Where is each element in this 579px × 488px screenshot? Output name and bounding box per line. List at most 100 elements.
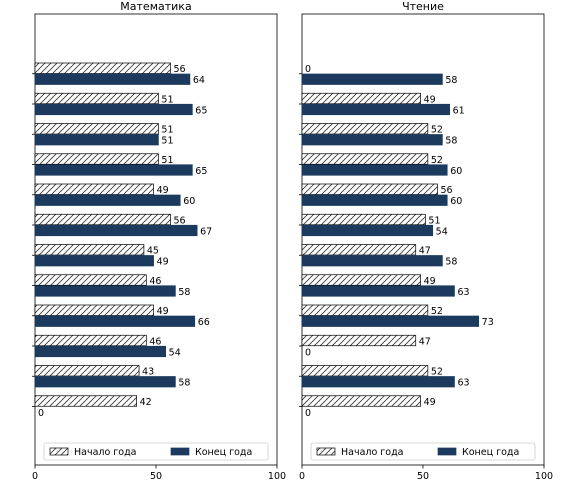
bar-end-of-year [301, 376, 455, 388]
bar-end-of-year [34, 255, 154, 267]
bar-value-label: 51 [161, 125, 173, 136]
bar-value-label: 73 [482, 317, 494, 328]
bar-start-of-year [301, 274, 421, 286]
bar-value-label: 0 [305, 408, 311, 419]
bar-value-label: 58 [445, 75, 457, 86]
bar-value-label: 0 [305, 347, 311, 358]
bar-value-label: 49 [424, 276, 436, 287]
bar-value-label: 51 [428, 215, 440, 226]
bar-value-label: 56 [174, 215, 186, 226]
bar-value-label: 42 [140, 397, 152, 408]
chart-panel-0: Математика565151514956454649464342646551… [32, 0, 286, 482]
bar-value-label: 61 [453, 105, 465, 116]
bar-value-label: 67 [200, 226, 212, 237]
bar-start-of-year [301, 153, 429, 165]
bar-value-label: 52 [431, 125, 443, 136]
bar-end-of-year [301, 73, 443, 85]
bar-end-of-year [301, 164, 448, 176]
bar-value-label: 60 [450, 166, 462, 177]
bar-end-of-year [34, 134, 159, 146]
legend: Начало года Конец года [43, 442, 269, 461]
legend-label-end-of-year: Конец года [195, 447, 252, 458]
x-tick-label: 50 [417, 471, 429, 482]
bar-start-of-year [301, 334, 417, 347]
bar-start-of-year [301, 395, 421, 407]
bar-start-of-year [34, 153, 159, 165]
bar-end-of-year [301, 315, 480, 327]
bar-value-label: 51 [161, 136, 173, 147]
bar-value-label: 49 [424, 94, 436, 105]
bar-end-of-year [301, 255, 443, 267]
bar-value-label: 60 [183, 196, 195, 207]
bar-start-of-year [301, 92, 421, 105]
bar-end-of-year [34, 194, 181, 206]
bar-start-of-year [34, 274, 147, 286]
bar-start-of-year [301, 304, 429, 316]
bar-start-of-year [301, 183, 438, 195]
bar-end-of-year [34, 285, 176, 297]
bar-start-of-year [34, 365, 140, 377]
x-tick-label: 0 [299, 471, 305, 482]
bar-value-label: 54 [169, 347, 181, 358]
bar-value-label: 64 [193, 75, 205, 86]
bar-end-of-year [301, 134, 443, 146]
bar-start-of-year [34, 92, 159, 105]
x-tick-label: 0 [32, 471, 38, 482]
panel-title: Математика [120, 0, 191, 13]
bar-value-label: 0 [305, 64, 311, 75]
bar-value-label: 58 [178, 287, 190, 298]
bar-value-label: 58 [178, 378, 190, 389]
x-tick-label: 100 [535, 471, 553, 482]
bar-value-label: 46 [149, 336, 161, 347]
bar-value-label: 51 [161, 94, 173, 105]
legend-label-start-of-year: Начало года [341, 447, 404, 458]
bar-end-of-year [301, 194, 448, 206]
bar-value-label: 60 [450, 196, 462, 207]
bar-value-label: 56 [441, 185, 453, 196]
bar-end-of-year [301, 224, 434, 237]
legend-box [43, 442, 269, 461]
bar-end-of-year [34, 315, 196, 327]
legend: Начало года Конец года [310, 442, 536, 461]
bar-value-label: 54 [436, 226, 448, 237]
bar-end-of-year [34, 103, 193, 116]
bar-value-label: 65 [195, 105, 207, 116]
bar-start-of-year [34, 334, 147, 347]
legend-swatch-start-of-year [316, 447, 336, 456]
bar-value-label: 52 [431, 155, 443, 166]
bar-value-label: 49 [157, 185, 169, 196]
bar-value-label: 56 [174, 64, 186, 75]
bar-value-label: 65 [195, 166, 207, 177]
bar-start-of-year [301, 213, 426, 226]
bar-value-label: 63 [457, 287, 469, 298]
bar-end-of-year [34, 164, 193, 176]
bar-start-of-year [34, 62, 171, 74]
bar-start-of-year [34, 213, 171, 226]
bar-start-of-year [34, 123, 159, 135]
legend-label-start-of-year: Начало года [74, 447, 137, 458]
chart-panel-1: Чтение 0 49 52 52 56 51 47 49 52 47 52 49 58 61 58 60 60 5… [299, 0, 553, 482]
bar-start-of-year [34, 244, 145, 256]
bar-end-of-year [34, 73, 191, 85]
bar-value-label: 58 [445, 136, 457, 147]
bar-end-of-year [301, 285, 455, 297]
legend-swatch-end-of-year [170, 447, 190, 456]
legend-swatch-start-of-year [49, 447, 69, 456]
bar-start-of-year [34, 304, 154, 316]
bar-value-label: 43 [142, 367, 154, 378]
bar-end-of-year [34, 224, 198, 237]
bar-value-label: 58 [445, 257, 457, 268]
bar-value-label: 0 [38, 408, 44, 419]
bar-value-label: 66 [198, 317, 210, 328]
bar-start-of-year [301, 365, 429, 377]
bar-end-of-year [34, 376, 176, 388]
x-tick-label: 50 [150, 471, 162, 482]
legend-swatch-end-of-year [437, 447, 457, 456]
bar-end-of-year [301, 103, 450, 116]
bar-value-label: 52 [431, 306, 443, 317]
legend-box [310, 442, 536, 461]
bar-value-label: 47 [419, 246, 431, 257]
bar-start-of-year [301, 123, 429, 135]
x-tick-label: 100 [268, 471, 286, 482]
